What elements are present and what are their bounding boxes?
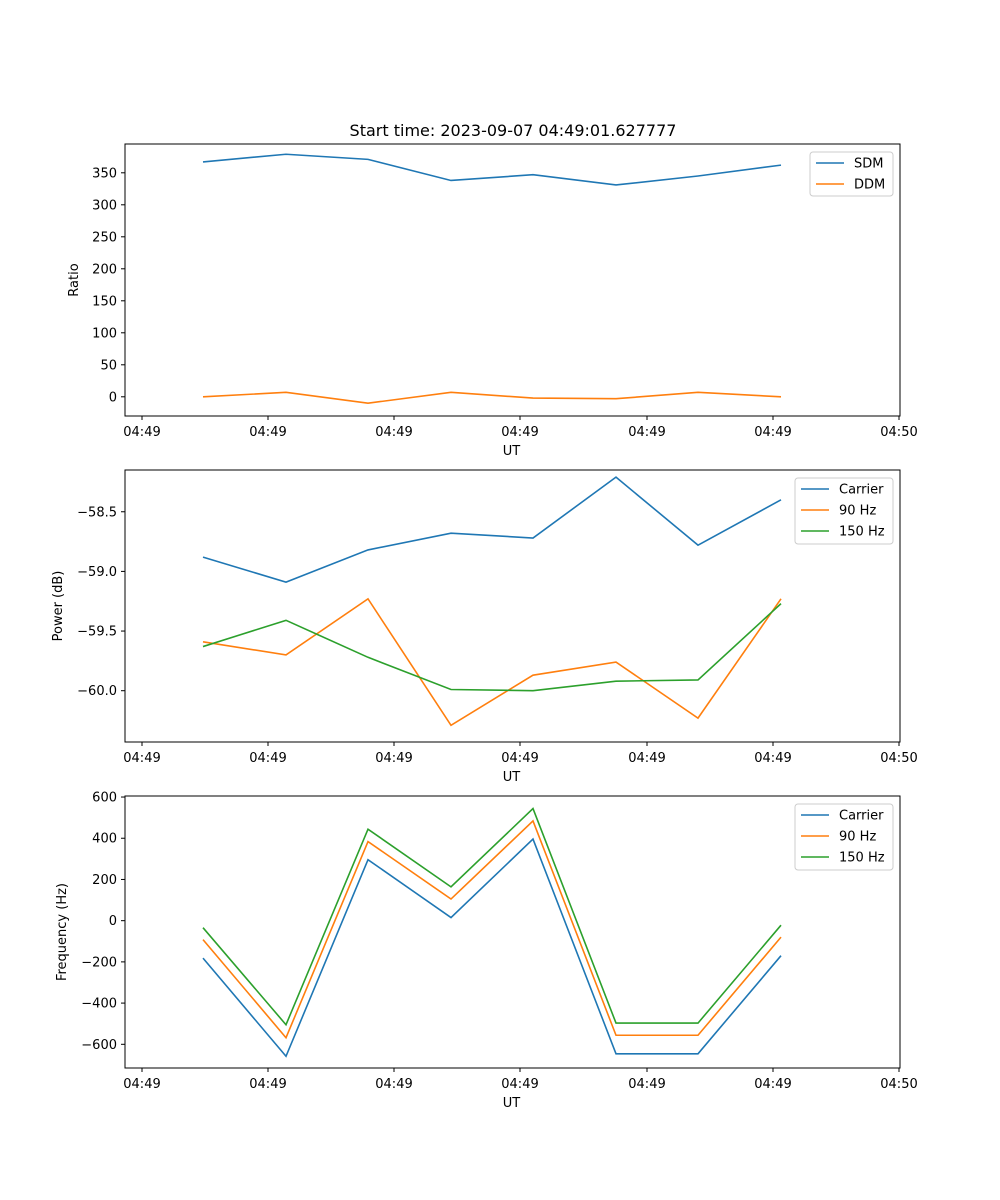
p0-legend-label: DDM [854, 178, 885, 193]
p2-y-tick-label: 600 [92, 791, 117, 806]
p2-y-axis-label: Frequency (Hz) [55, 883, 70, 981]
p0-x-tick-label: 04:49 [754, 425, 791, 440]
p0-x-tick-label: 04:50 [880, 425, 917, 440]
p1-series-line-90-hz [202, 597, 782, 727]
p2-x-tick-label: 04:49 [249, 1077, 286, 1092]
p2-legend-label: 150 Hz [839, 851, 885, 866]
ratio-panel: 0 50 100 150 200 250 300 350 04:49 04:49 04:49 04:4… [67, 143, 918, 459]
p1-y-axis-label: Power (dB) [51, 571, 66, 642]
p0-y-axis-label: Ratio [67, 263, 82, 296]
p1-y-tick-label: −58.5 [77, 505, 117, 520]
p0-axes-frame [124, 143, 901, 417]
p1-x-tick-label: 04:49 [754, 751, 791, 766]
p2-y-tick-label: −600 [81, 1038, 117, 1053]
p0-y-tick-label: 0 [109, 390, 117, 405]
p0-y-tick-label: 300 [92, 198, 117, 213]
p0-x-tick-label: 04:49 [375, 425, 412, 440]
p1-y-tick-label: −59.0 [77, 565, 117, 580]
p2-series-line-90-hz [202, 819, 782, 1040]
p1-x-tick-label: 04:49 [628, 751, 665, 766]
p2-legend-label: Carrier [839, 809, 884, 824]
p2-axes-frame [124, 795, 901, 1069]
p0-legend-label: SDM [854, 157, 883, 172]
p0-x-tick-label: 04:49 [501, 425, 538, 440]
p0-x-tick-label: 04:49 [249, 425, 286, 440]
p1-legend-label: 150 Hz [839, 525, 885, 540]
p2-x-tick-label: 04:49 [754, 1077, 791, 1092]
p0-y-tick-label: 200 [92, 262, 117, 277]
p0-y-tick-label: 150 [92, 294, 117, 309]
p1-x-tick-label: 04:50 [880, 751, 917, 766]
power-panel: −58.5 −59.0 −59.5 −60.0 04:49 04:49 04:49 04:49… [51, 469, 918, 785]
p2-y-tick-label: 200 [92, 873, 117, 888]
p2-y-tick-label: −400 [81, 997, 117, 1012]
p0-y-tick-label: 250 [92, 230, 117, 245]
p0-x-tick-label: 04:49 [628, 425, 665, 440]
p2-x-tick-label: 04:50 [880, 1077, 917, 1092]
p2-series-line-carrier [202, 837, 782, 1058]
chart-title: Start time: 2023-09-07 04:49:01.627777 [350, 121, 677, 140]
p2-legend-label: 90 Hz [839, 830, 876, 845]
p2-x-tick-label: 04:49 [123, 1077, 160, 1092]
frequency-panel: 600 400 200 0 −200 −400 −600 04:49 04:49 04:49 04:… [55, 791, 918, 1111]
p2-y-tick-label: −200 [81, 955, 117, 970]
p1-x-tick-label: 04:49 [375, 751, 412, 766]
p1-y-tick-label: −59.5 [77, 625, 117, 640]
p1-axes-frame [124, 469, 901, 743]
p0-x-tick-label: 04:49 [123, 425, 160, 440]
p1-series-line-carrier [202, 476, 782, 583]
p1-y-tick-label: −60.0 [77, 684, 117, 699]
p0-x-axis-label: UT [503, 444, 521, 459]
p2-legend [794, 803, 894, 871]
p0-y-tick-label: 350 [92, 166, 117, 181]
p2-y-tick-label: 0 [109, 914, 117, 929]
p1-x-tick-label: 04:49 [123, 751, 160, 766]
p1-legend-label: Carrier [839, 483, 884, 498]
p1-x-tick-label: 04:49 [249, 751, 286, 766]
p2-y-tick-label: 400 [92, 832, 117, 847]
p2-x-tick-label: 04:49 [501, 1077, 538, 1092]
p2-x-tick-label: 04:49 [375, 1077, 412, 1092]
p0-y-tick-label: 50 [100, 358, 117, 373]
p2-x-axis-label: UT [503, 1096, 521, 1111]
p1-series-line-150-hz [202, 603, 782, 692]
p2-x-tick-label: 04:49 [628, 1077, 665, 1092]
p2-series-line-150-hz [202, 807, 782, 1027]
p1-legend [794, 477, 894, 545]
p0-series-line-sdm [202, 153, 782, 186]
p1-legend-label: 90 Hz [839, 504, 876, 519]
p0-series-line-ddm [202, 391, 782, 405]
p1-x-axis-label: UT [503, 770, 521, 785]
p0-y-tick-label: 100 [92, 326, 117, 341]
p1-x-tick-label: 04:49 [501, 751, 538, 766]
